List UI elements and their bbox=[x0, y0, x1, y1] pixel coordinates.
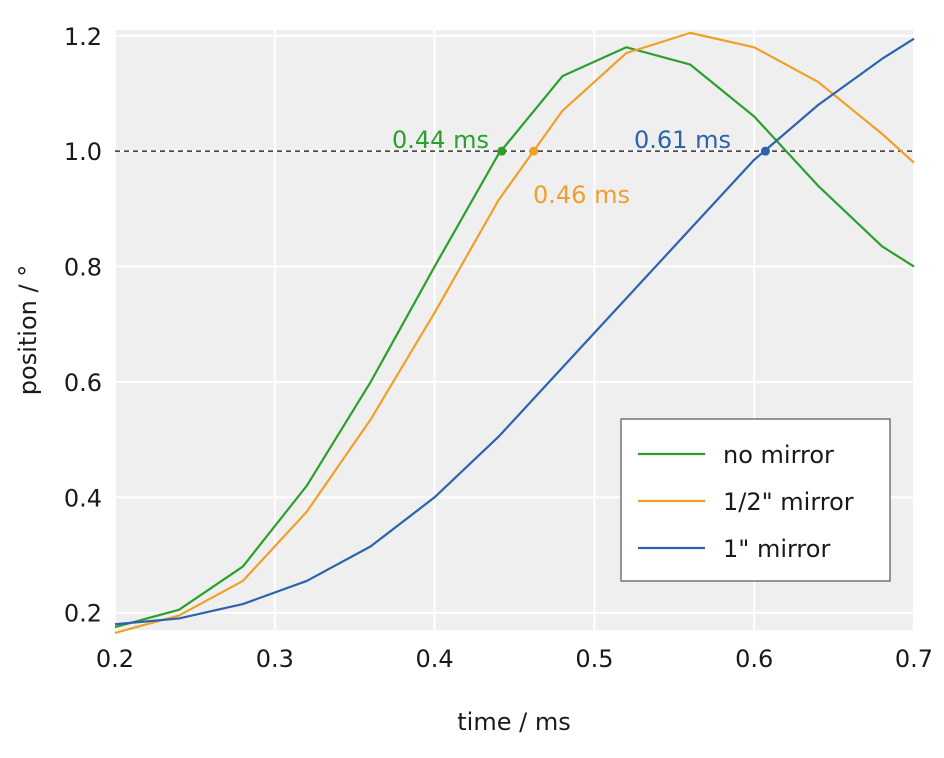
legend-label-one-inch-mirror: 1" mirror bbox=[723, 535, 830, 563]
y-tick-label: 1.2 bbox=[64, 23, 102, 51]
x-tick-label: 0.7 bbox=[895, 645, 933, 673]
annotation-marker bbox=[497, 146, 507, 156]
series-line-half-inch-mirror bbox=[114, 31, 915, 634]
x-tick-label: 0.6 bbox=[735, 645, 773, 673]
series-line-one-inch-mirror bbox=[114, 37, 915, 626]
y-tick-label: 0.4 bbox=[64, 484, 102, 512]
y-tick-labels: 0.2 0.4 0.6 0.8 1.0 1.2 bbox=[64, 23, 102, 628]
annotation-half-inch-mirror: 0.46 ms bbox=[533, 181, 630, 209]
x-tick-label: 0.5 bbox=[575, 645, 613, 673]
annotation-markers bbox=[497, 146, 770, 156]
y-tick-label: 0.2 bbox=[64, 600, 102, 628]
y-axis-label: position / ° bbox=[14, 265, 42, 395]
annotations: 0.44 ms 0.46 ms 0.61 ms bbox=[392, 126, 731, 209]
annotation-no-mirror: 0.44 ms bbox=[392, 126, 489, 154]
x-tick-label: 0.2 bbox=[96, 645, 134, 673]
x-axis-label: time / ms bbox=[457, 708, 570, 736]
x-tick-label: 0.3 bbox=[256, 645, 294, 673]
annotation-one-inch-mirror: 0.61 ms bbox=[634, 126, 731, 154]
y-tick-label: 0.8 bbox=[64, 254, 102, 282]
y-tick-label: 0.6 bbox=[64, 369, 102, 397]
x-tick-labels: 0.2 0.3 0.4 0.5 0.6 0.7 bbox=[96, 645, 933, 673]
annotation-marker bbox=[760, 146, 770, 156]
x-tick-label: 0.4 bbox=[416, 645, 454, 673]
y-tick-label: 1.0 bbox=[64, 138, 102, 166]
legend: no mirror 1/2" mirror 1" mirror bbox=[620, 418, 891, 582]
legend-label-no-mirror: no mirror bbox=[723, 441, 834, 469]
annotation-marker bbox=[529, 146, 539, 156]
legend-label-half-inch-mirror: 1/2" mirror bbox=[723, 488, 854, 516]
